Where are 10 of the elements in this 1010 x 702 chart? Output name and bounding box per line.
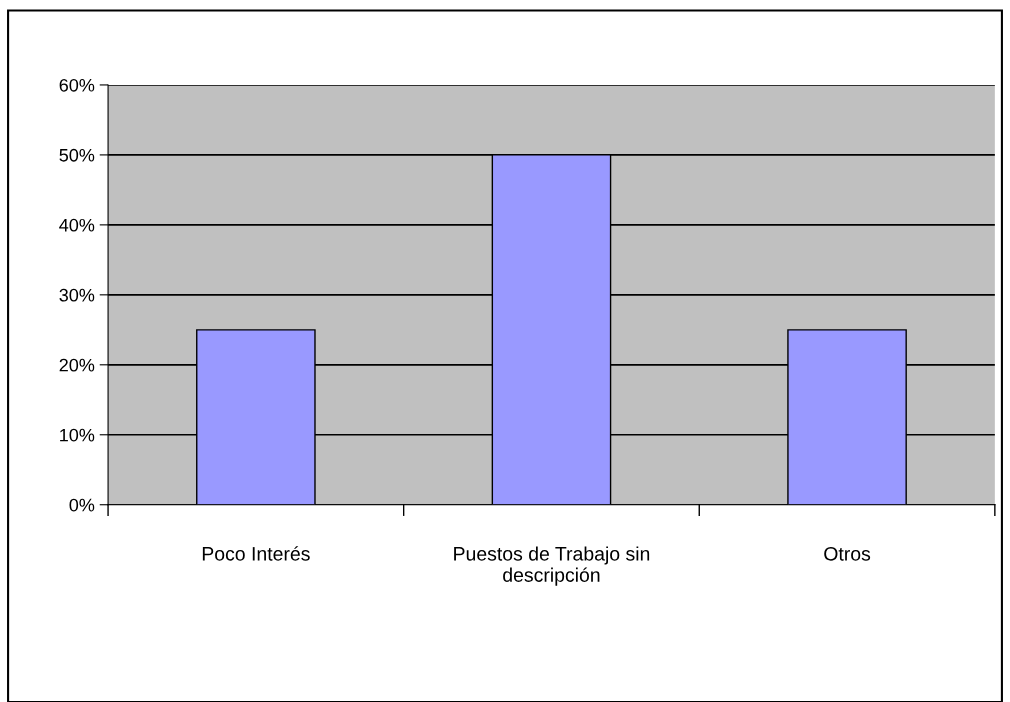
y-tick-label: 30%: [59, 288, 95, 302]
x-tick-label: Puestos de Trabajo sin descripción: [454, 546, 650, 586]
x-tick-label: Poco Interés: [202, 546, 310, 561]
y-tick-label: 0%: [69, 498, 95, 512]
x-tick-label: Otros: [824, 546, 871, 561]
y-tick-label: 40%: [59, 218, 95, 232]
y-tick-label: 60%: [59, 78, 95, 92]
y-tick-label: 10%: [60, 428, 95, 442]
y-tick-label: 50%: [59, 148, 95, 162]
y-tick-label: 20%: [59, 358, 95, 372]
